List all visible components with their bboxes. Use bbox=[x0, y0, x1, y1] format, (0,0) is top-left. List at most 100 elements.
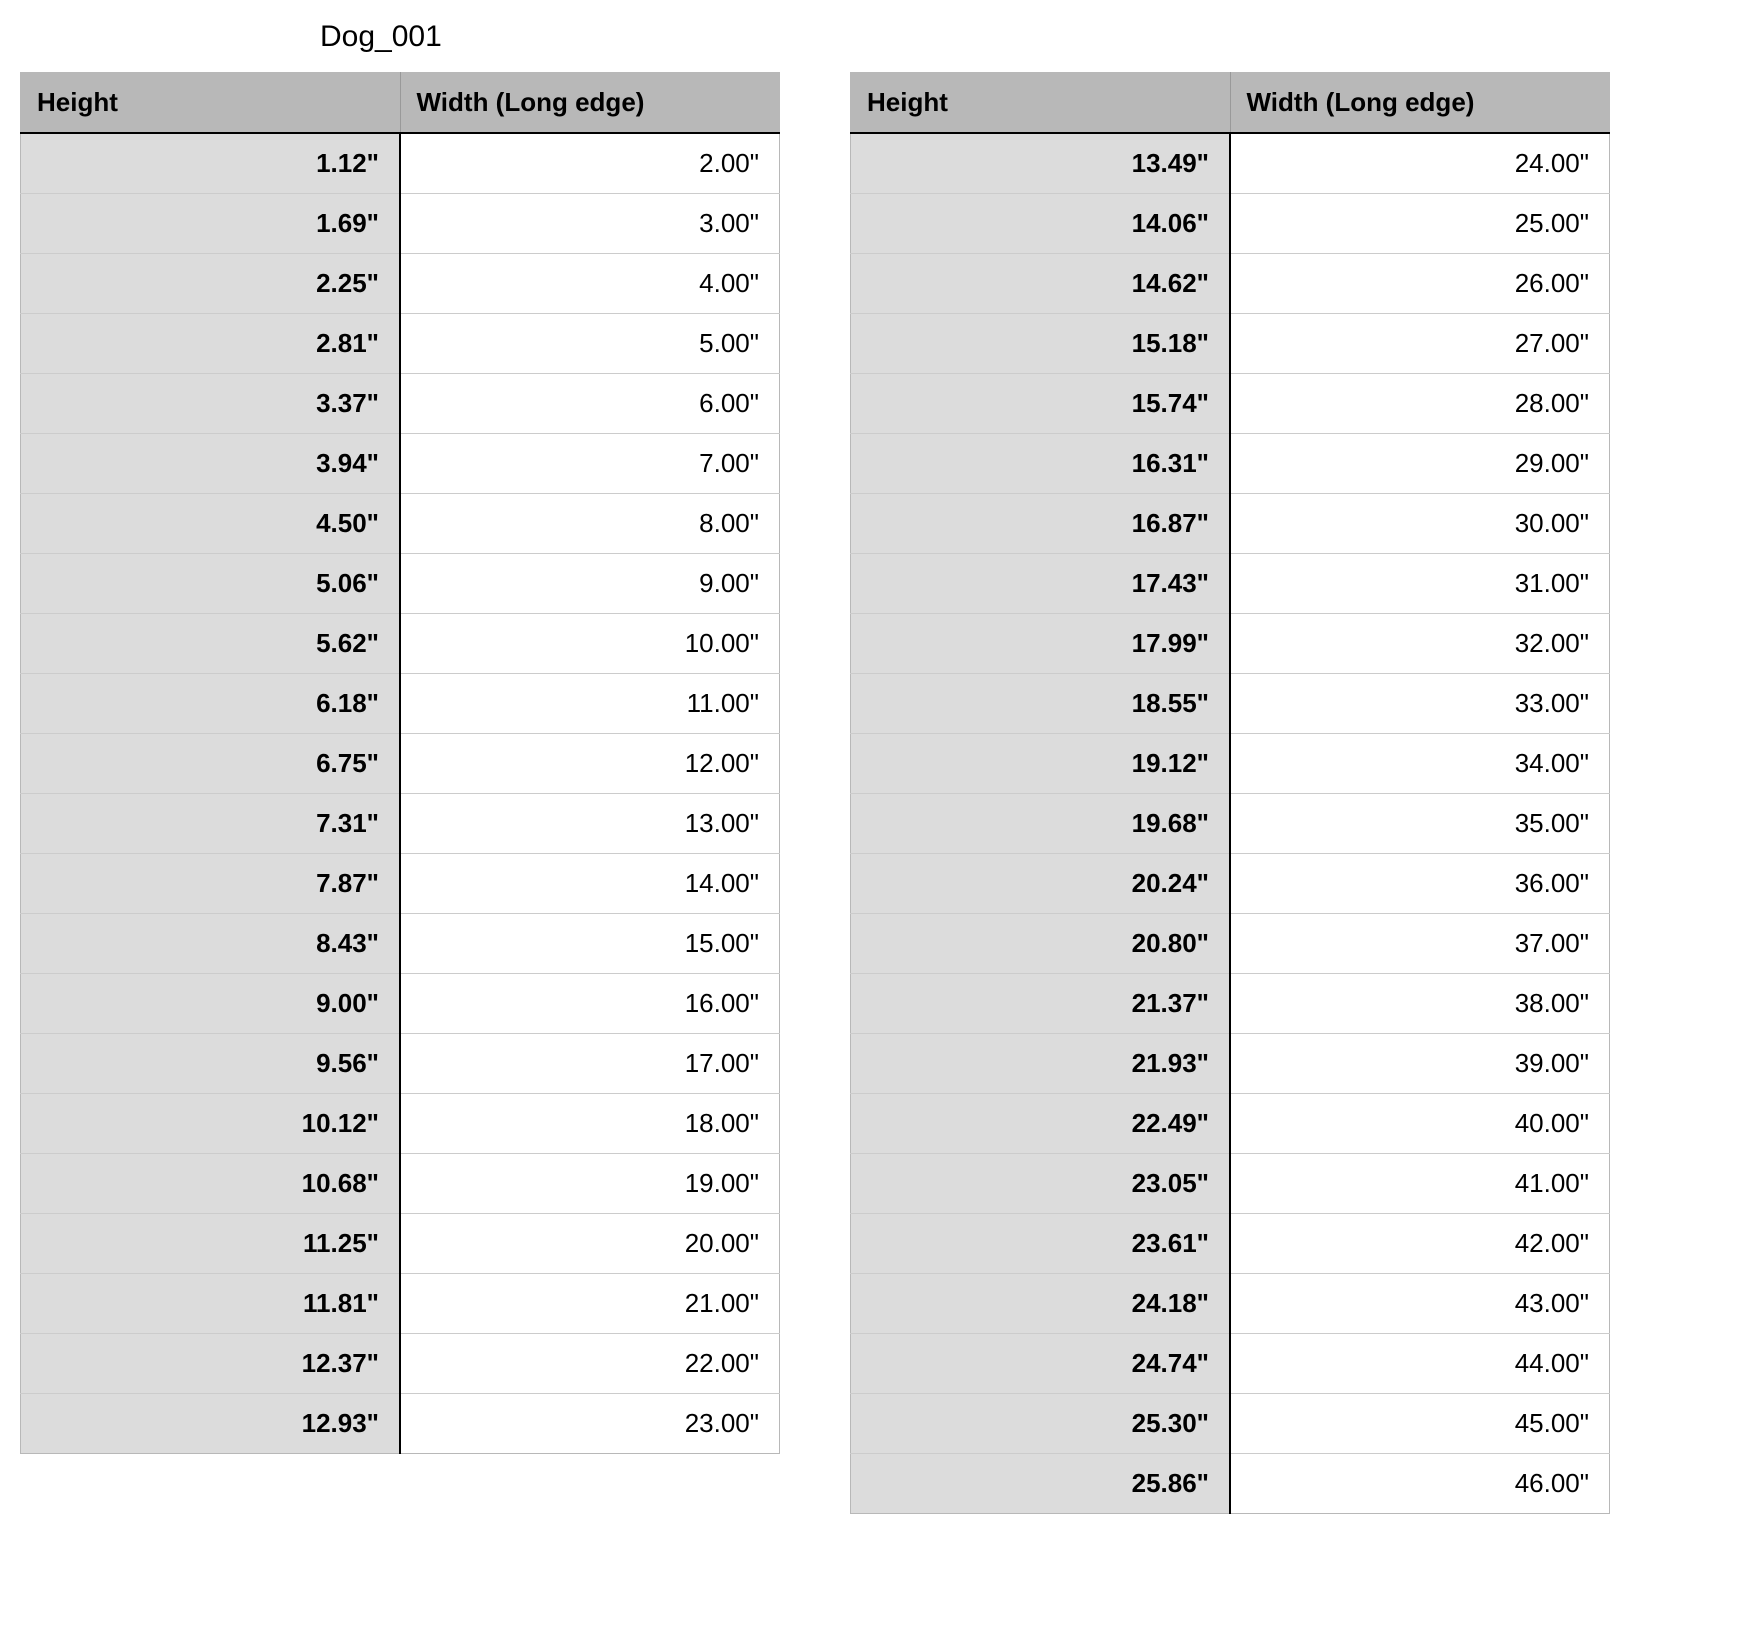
width-cell: 5.00" bbox=[400, 314, 780, 374]
height-cell: 2.81" bbox=[21, 314, 401, 374]
width-cell: 29.00" bbox=[1230, 434, 1610, 494]
width-cell: 40.00" bbox=[1230, 1094, 1610, 1154]
height-cell: 12.93" bbox=[21, 1394, 401, 1454]
width-cell: 3.00" bbox=[400, 194, 780, 254]
height-cell: 25.86" bbox=[851, 1454, 1231, 1514]
height-cell: 19.68" bbox=[851, 794, 1231, 854]
height-cell: 3.37" bbox=[21, 374, 401, 434]
width-cell: 17.00" bbox=[400, 1034, 780, 1094]
height-cell: 8.43" bbox=[21, 914, 401, 974]
height-cell: 25.30" bbox=[851, 1394, 1231, 1454]
width-cell: 23.00" bbox=[400, 1394, 780, 1454]
height-cell: 16.87" bbox=[851, 494, 1231, 554]
table-row: 18.55"33.00" bbox=[851, 674, 1610, 734]
width-cell: 15.00" bbox=[400, 914, 780, 974]
width-cell: 30.00" bbox=[1230, 494, 1610, 554]
height-cell: 11.25" bbox=[21, 1214, 401, 1274]
table-header-row: Height Width (Long edge) bbox=[851, 73, 1610, 134]
table-row: 7.87"14.00" bbox=[21, 854, 780, 914]
table-row: 5.06"9.00" bbox=[21, 554, 780, 614]
table-row: 14.06"25.00" bbox=[851, 194, 1610, 254]
width-cell: 41.00" bbox=[1230, 1154, 1610, 1214]
height-cell: 20.80" bbox=[851, 914, 1231, 974]
height-cell: 11.81" bbox=[21, 1274, 401, 1334]
height-cell: 10.12" bbox=[21, 1094, 401, 1154]
width-cell: 35.00" bbox=[1230, 794, 1610, 854]
table-row: 21.93"39.00" bbox=[851, 1034, 1610, 1094]
table-row: 20.80"37.00" bbox=[851, 914, 1610, 974]
table-header-row: Height Width (Long edge) bbox=[21, 73, 780, 134]
height-cell: 7.31" bbox=[21, 794, 401, 854]
height-cell: 6.18" bbox=[21, 674, 401, 734]
table-row: 16.31"29.00" bbox=[851, 434, 1610, 494]
width-cell: 9.00" bbox=[400, 554, 780, 614]
table-row: 19.68"35.00" bbox=[851, 794, 1610, 854]
width-cell: 7.00" bbox=[400, 434, 780, 494]
table-row: 23.05"41.00" bbox=[851, 1154, 1610, 1214]
column-header-width: Width (Long edge) bbox=[1230, 73, 1610, 134]
height-cell: 17.99" bbox=[851, 614, 1231, 674]
column-header-width: Width (Long edge) bbox=[400, 73, 780, 134]
height-cell: 12.37" bbox=[21, 1334, 401, 1394]
column-header-height: Height bbox=[21, 73, 401, 134]
height-cell: 1.12" bbox=[21, 133, 401, 194]
width-cell: 27.00" bbox=[1230, 314, 1610, 374]
width-cell: 43.00" bbox=[1230, 1274, 1610, 1334]
width-cell: 45.00" bbox=[1230, 1394, 1610, 1454]
table-row: 6.18"11.00" bbox=[21, 674, 780, 734]
width-cell: 6.00" bbox=[400, 374, 780, 434]
dimensions-table-left: Height Width (Long edge) 1.12"2.00"1.69"… bbox=[20, 72, 780, 1454]
width-cell: 36.00" bbox=[1230, 854, 1610, 914]
width-cell: 13.00" bbox=[400, 794, 780, 854]
table-row: 23.61"42.00" bbox=[851, 1214, 1610, 1274]
height-cell: 7.87" bbox=[21, 854, 401, 914]
height-cell: 10.68" bbox=[21, 1154, 401, 1214]
table-row: 20.24"36.00" bbox=[851, 854, 1610, 914]
table-row: 12.37"22.00" bbox=[21, 1334, 780, 1394]
width-cell: 21.00" bbox=[400, 1274, 780, 1334]
height-cell: 1.69" bbox=[21, 194, 401, 254]
table-row: 12.93"23.00" bbox=[21, 1394, 780, 1454]
table-row: 15.18"27.00" bbox=[851, 314, 1610, 374]
table-row: 5.62"10.00" bbox=[21, 614, 780, 674]
width-cell: 26.00" bbox=[1230, 254, 1610, 314]
table-row: 13.49"24.00" bbox=[851, 133, 1610, 194]
table-row: 21.37"38.00" bbox=[851, 974, 1610, 1034]
height-cell: 21.93" bbox=[851, 1034, 1231, 1094]
height-cell: 22.49" bbox=[851, 1094, 1231, 1154]
height-cell: 2.25" bbox=[21, 254, 401, 314]
table-row: 8.43"15.00" bbox=[21, 914, 780, 974]
table-row: 22.49"40.00" bbox=[851, 1094, 1610, 1154]
table-row: 1.12"2.00" bbox=[21, 133, 780, 194]
width-cell: 8.00" bbox=[400, 494, 780, 554]
width-cell: 11.00" bbox=[400, 674, 780, 734]
width-cell: 44.00" bbox=[1230, 1334, 1610, 1394]
height-cell: 14.62" bbox=[851, 254, 1231, 314]
tables-container: Height Width (Long edge) 1.12"2.00"1.69"… bbox=[20, 72, 1744, 1514]
width-cell: 42.00" bbox=[1230, 1214, 1610, 1274]
table-row: 16.87"30.00" bbox=[851, 494, 1610, 554]
height-cell: 15.74" bbox=[851, 374, 1231, 434]
table-row: 11.81"21.00" bbox=[21, 1274, 780, 1334]
table-row: 7.31"13.00" bbox=[21, 794, 780, 854]
page-title: Dog_001 bbox=[320, 20, 1744, 54]
table-row: 10.68"19.00" bbox=[21, 1154, 780, 1214]
table-row: 9.56"17.00" bbox=[21, 1034, 780, 1094]
table-row: 25.86"46.00" bbox=[851, 1454, 1610, 1514]
table-row: 14.62"26.00" bbox=[851, 254, 1610, 314]
height-cell: 24.18" bbox=[851, 1274, 1231, 1334]
height-cell: 17.43" bbox=[851, 554, 1231, 614]
table-row: 24.74"44.00" bbox=[851, 1334, 1610, 1394]
width-cell: 4.00" bbox=[400, 254, 780, 314]
width-cell: 39.00" bbox=[1230, 1034, 1610, 1094]
height-cell: 14.06" bbox=[851, 194, 1231, 254]
table-row: 9.00"16.00" bbox=[21, 974, 780, 1034]
width-cell: 38.00" bbox=[1230, 974, 1610, 1034]
table-row: 3.94"7.00" bbox=[21, 434, 780, 494]
dimensions-table-right: Height Width (Long edge) 13.49"24.00"14.… bbox=[850, 72, 1610, 1514]
width-cell: 12.00" bbox=[400, 734, 780, 794]
table-row: 6.75"12.00" bbox=[21, 734, 780, 794]
table-body-right: 13.49"24.00"14.06"25.00"14.62"26.00"15.1… bbox=[851, 133, 1610, 1514]
height-cell: 9.56" bbox=[21, 1034, 401, 1094]
table-row: 25.30"45.00" bbox=[851, 1394, 1610, 1454]
